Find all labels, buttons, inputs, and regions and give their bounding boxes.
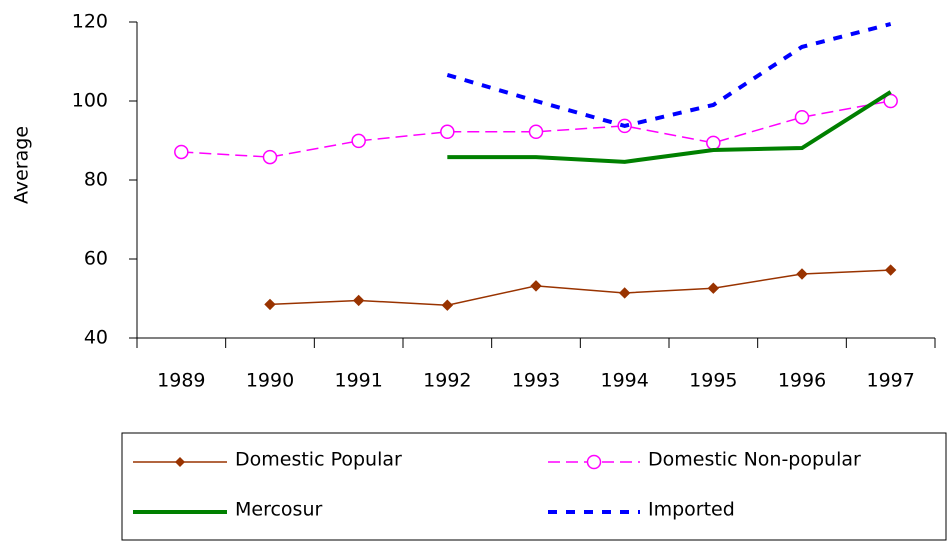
- data-point: [174, 144, 189, 160]
- x-tick-label: 1992: [423, 370, 471, 392]
- legend-label: Domestic Popular: [235, 449, 402, 471]
- legend-label: Mercosur: [235, 499, 322, 521]
- data-point: [706, 135, 721, 151]
- x-tick-label: 1995: [689, 370, 737, 392]
- data-point: [528, 124, 544, 140]
- legend-label: Domestic Non-popular: [648, 449, 861, 471]
- y-tick-label: 100: [72, 90, 108, 112]
- data-point: [262, 149, 278, 165]
- legend-box: [121, 432, 947, 541]
- series-line: [181, 100, 891, 158]
- data-point: [440, 124, 455, 140]
- x-tick-label: 1991: [334, 370, 382, 392]
- series-line: [447, 90, 892, 164]
- legend-label: Imported: [648, 499, 735, 521]
- data-point: [264, 298, 276, 311]
- legend-marker: [175, 457, 185, 467]
- x-tick-label: 1996: [778, 370, 826, 392]
- data-point: [530, 280, 542, 292]
- data-point: [796, 268, 808, 280]
- data-point: [441, 299, 454, 311]
- data-point: [707, 282, 720, 294]
- y-tick-label: 40: [84, 327, 108, 349]
- data-point: [618, 287, 631, 299]
- x-tick-label: 1997: [866, 370, 914, 392]
- data-point: [794, 109, 810, 125]
- y-tick-label: 80: [84, 169, 108, 191]
- y-tick-label: 120: [72, 11, 108, 33]
- series-line: [269, 269, 891, 306]
- data-point: [352, 294, 365, 307]
- legend-marker: [586, 454, 602, 470]
- y-tick-label: 60: [84, 248, 108, 270]
- data-point: [884, 264, 897, 276]
- x-tick-label: 1994: [600, 370, 648, 392]
- x-tick-label: 1993: [512, 370, 560, 392]
- x-tick-label: 1990: [246, 370, 294, 392]
- series-line: [446, 22, 892, 128]
- data-point: [351, 133, 366, 149]
- data-point: [883, 93, 898, 109]
- y-axis-label: Average: [11, 126, 33, 204]
- x-tick-label: 1989: [157, 370, 205, 392]
